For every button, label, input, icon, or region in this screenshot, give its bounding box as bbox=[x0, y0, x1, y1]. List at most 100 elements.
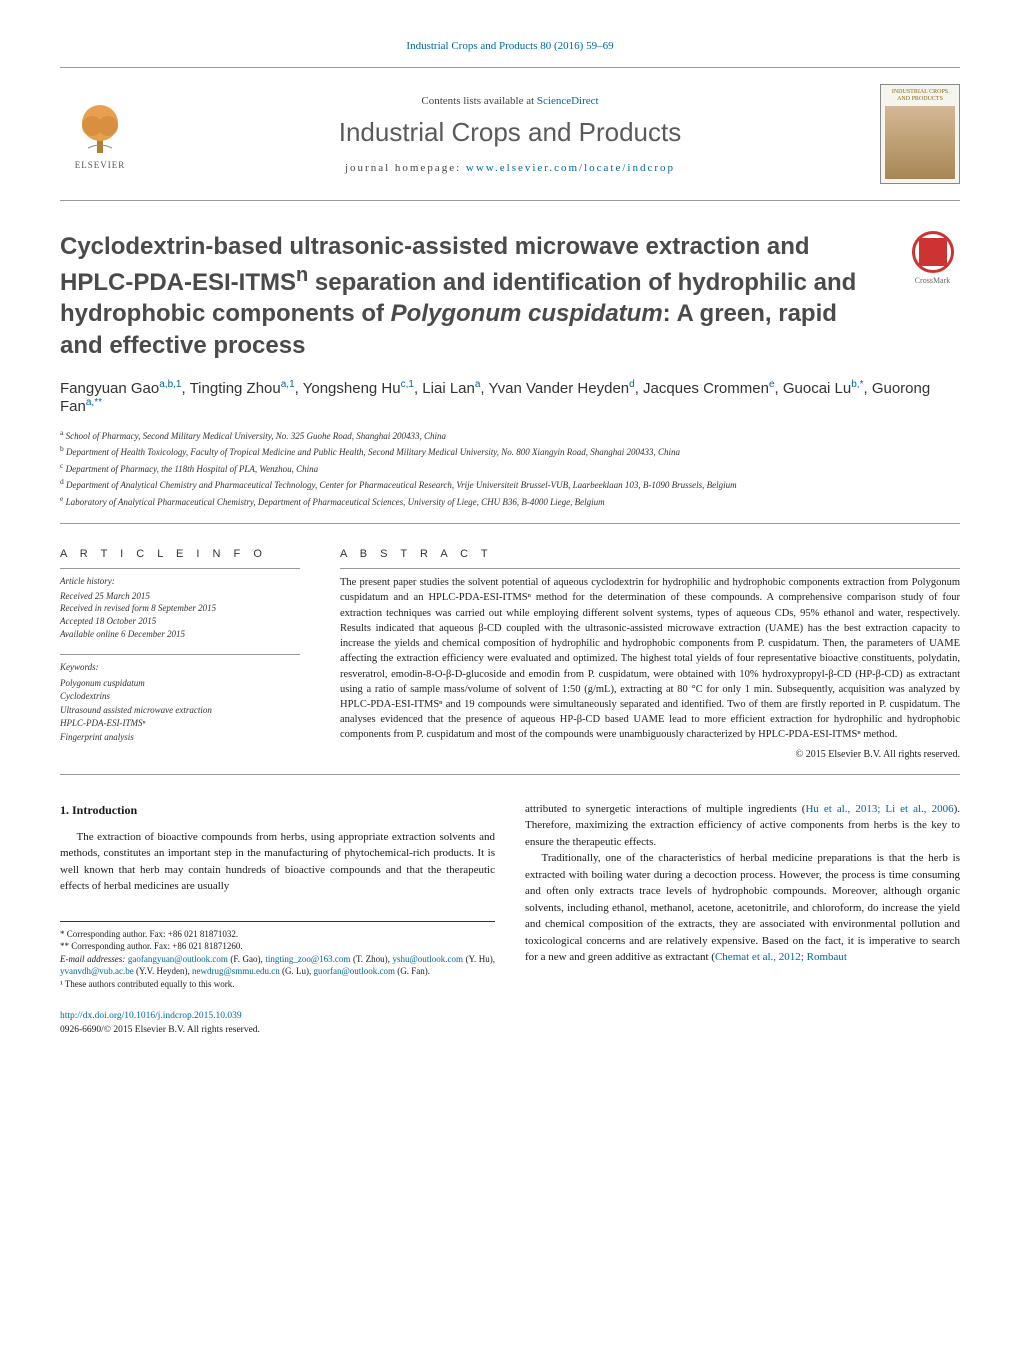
divider-info-1 bbox=[60, 568, 300, 569]
intro-p3: Traditionally, one of the characteristic… bbox=[525, 850, 960, 966]
divider-under-band bbox=[60, 200, 960, 201]
footnote-corr1: * Corresponding author. Fax: +86 021 818… bbox=[60, 928, 495, 941]
authors-list: Fangyuan Gaoa,b,1, Tingting Zhoua,1, Yon… bbox=[60, 379, 960, 415]
email-who: (Y.V. Heyden) bbox=[136, 966, 187, 976]
cover-image bbox=[885, 106, 955, 179]
history-revised: Received in revised form 8 September 201… bbox=[60, 603, 216, 613]
journal-cover[interactable]: INDUSTRIAL CROPS AND PRODUCTS bbox=[880, 84, 960, 184]
author-aff: d bbox=[629, 379, 635, 390]
history-label: Article history: bbox=[60, 575, 300, 588]
email-link[interactable]: guorfan@outlook.com bbox=[313, 966, 395, 976]
intro-p2-pre: attributed to synergetic interactions of… bbox=[525, 803, 805, 815]
divider-above-info bbox=[60, 523, 960, 524]
divider-abstract bbox=[340, 568, 960, 569]
footnotes-block: * Corresponding author. Fax: +86 021 818… bbox=[60, 921, 495, 991]
page-container: Industrial Crops and Products 80 (2016) … bbox=[0, 0, 1020, 1067]
cover-title: INDUSTRIAL CROPS AND PRODUCTS bbox=[885, 89, 955, 102]
author: Tingting Zhoua,1 bbox=[190, 380, 295, 397]
elsevier-label: ELSEVIER bbox=[75, 160, 126, 170]
author: Yvan Vander Heydend bbox=[488, 380, 634, 397]
divider-above-body bbox=[60, 774, 960, 775]
journal-title: Industrial Crops and Products bbox=[160, 117, 860, 148]
keywords-block: Keywords: Polygonum cuspidatumCyclodextr… bbox=[60, 661, 300, 744]
article-info-heading: a r t i c l e i n f o bbox=[60, 548, 300, 560]
elsevier-logo[interactable]: ELSEVIER bbox=[60, 89, 140, 179]
author: Guocai Lub,* bbox=[783, 380, 864, 397]
email-link[interactable]: tingting_zoo@163.com bbox=[265, 954, 350, 964]
affiliations-list: a School of Pharmacy, Second Military Me… bbox=[60, 427, 960, 510]
email-who: (G. Lu) bbox=[282, 966, 309, 976]
author-aff: a,** bbox=[86, 397, 102, 408]
email-who: (F. Gao) bbox=[230, 954, 260, 964]
affiliation: c Department of Pharmacy, the 118th Hosp… bbox=[60, 460, 960, 477]
history-accepted: Accepted 18 October 2015 bbox=[60, 616, 156, 626]
title-sup: n bbox=[296, 264, 308, 286]
footnote-corr2: ** Corresponding author. Fax: +86 021 81… bbox=[60, 940, 495, 953]
intro-heading: 1. Introduction bbox=[60, 801, 495, 819]
author: Liai Lana bbox=[422, 380, 480, 397]
article-history: Article history: Received 25 March 2015 … bbox=[60, 575, 300, 640]
tree-icon bbox=[70, 98, 130, 158]
copyright-line: © 2015 Elsevier B.V. All rights reserved… bbox=[340, 749, 960, 760]
author: Yongsheng Huc,1 bbox=[303, 380, 414, 397]
crossmark-icon bbox=[912, 231, 954, 273]
homepage-line: journal homepage: www.elsevier.com/locat… bbox=[160, 162, 860, 174]
article-info-column: a r t i c l e i n f o Article history: R… bbox=[60, 548, 300, 759]
emails-label: E-mail addresses: bbox=[60, 954, 128, 964]
author-aff: a,1 bbox=[281, 379, 295, 390]
doi-link[interactable]: http://dx.doi.org/10.1016/j.indcrop.2015… bbox=[60, 1011, 242, 1021]
email-link[interactable]: gaofangyuan@outlook.com bbox=[128, 954, 228, 964]
history-online: Available online 6 December 2015 bbox=[60, 629, 185, 639]
intro-p3-pre: Traditionally, one of the characteristic… bbox=[525, 852, 960, 963]
keyword: Cyclodextrins bbox=[60, 690, 300, 704]
body-columns: 1. Introduction The extraction of bioact… bbox=[60, 801, 960, 1037]
contents-line: Contents lists available at ScienceDirec… bbox=[160, 95, 860, 107]
divider-info-2 bbox=[60, 654, 300, 655]
keyword: Polygonum cuspidatum bbox=[60, 677, 300, 691]
header-center: Contents lists available at ScienceDirec… bbox=[160, 95, 860, 174]
keywords-items: Polygonum cuspidatumCyclodextrinsUltraso… bbox=[60, 677, 300, 745]
header-band: ELSEVIER Contents lists available at Sci… bbox=[60, 74, 960, 194]
abstract-column: a b s t r a c t The present paper studie… bbox=[340, 548, 960, 759]
email-who: (Y. Hu) bbox=[466, 954, 493, 964]
affiliation: a School of Pharmacy, Second Military Me… bbox=[60, 427, 960, 444]
keyword: HPLC-PDA-ESI-ITMSⁿ bbox=[60, 717, 300, 731]
cite-hu-li[interactable]: Hu et al., 2013; Li et al., 2006 bbox=[805, 803, 953, 815]
homepage-prefix: journal homepage: bbox=[345, 162, 466, 174]
title-italic: Polygonum cuspidatum bbox=[391, 300, 663, 327]
issn-line: 0926-6690/© 2015 Elsevier B.V. All right… bbox=[60, 1025, 260, 1035]
crossmark-badge[interactable]: CrossMark bbox=[905, 231, 960, 285]
sciencedirect-link[interactable]: ScienceDirect bbox=[537, 95, 599, 107]
email-link[interactable]: yvanvdh@vub.ac.be bbox=[60, 966, 134, 976]
keyword: Fingerprint analysis bbox=[60, 731, 300, 745]
cite-chemat[interactable]: Chemat et al., 2012; Rombaut bbox=[715, 951, 847, 963]
contents-prefix: Contents lists available at bbox=[421, 95, 536, 107]
footnote-equal: ¹ These authors contributed equally to t… bbox=[60, 978, 495, 991]
author-aff: e bbox=[769, 379, 775, 390]
author-aff: a bbox=[475, 379, 481, 390]
body-col-right: attributed to synergetic interactions of… bbox=[525, 801, 960, 1037]
footnote-emails: E-mail addresses: gaofangyuan@outlook.co… bbox=[60, 953, 495, 978]
homepage-link[interactable]: www.elsevier.com/locate/indcrop bbox=[466, 162, 675, 174]
author: Fangyuan Gaoa,b,1 bbox=[60, 380, 182, 397]
intro-p1: The extraction of bioactive compounds fr… bbox=[60, 829, 495, 895]
info-columns: a r t i c l e i n f o Article history: R… bbox=[60, 548, 960, 759]
author-aff: b,* bbox=[851, 379, 863, 390]
author-aff: c,1 bbox=[401, 379, 414, 390]
affiliation: b Department of Health Toxicology, Facul… bbox=[60, 443, 960, 460]
email-link[interactable]: newdrug@smmu.edu.cn bbox=[192, 966, 280, 976]
abstract-text: The present paper studies the solvent po… bbox=[340, 575, 960, 742]
affiliation: e Laboratory of Analytical Pharmaceutica… bbox=[60, 493, 960, 510]
crossmark-label: CrossMark bbox=[915, 276, 951, 285]
history-received: Received 25 March 2015 bbox=[60, 591, 150, 601]
email-link[interactable]: yshu@outlook.com bbox=[392, 954, 463, 964]
doi-block: http://dx.doi.org/10.1016/j.indcrop.2015… bbox=[60, 1009, 495, 1038]
keywords-label: Keywords: bbox=[60, 661, 300, 675]
running-header: Industrial Crops and Products 80 (2016) … bbox=[60, 40, 960, 52]
title-row: Cyclodextrin-based ultrasonic-assisted m… bbox=[60, 231, 960, 361]
intro-p2: attributed to synergetic interactions of… bbox=[525, 801, 960, 851]
author-aff: a,b,1 bbox=[159, 379, 181, 390]
body-col-left: 1. Introduction The extraction of bioact… bbox=[60, 801, 495, 1037]
email-who: (G. Fan) bbox=[397, 966, 428, 976]
email-who: (T. Zhou) bbox=[353, 954, 388, 964]
